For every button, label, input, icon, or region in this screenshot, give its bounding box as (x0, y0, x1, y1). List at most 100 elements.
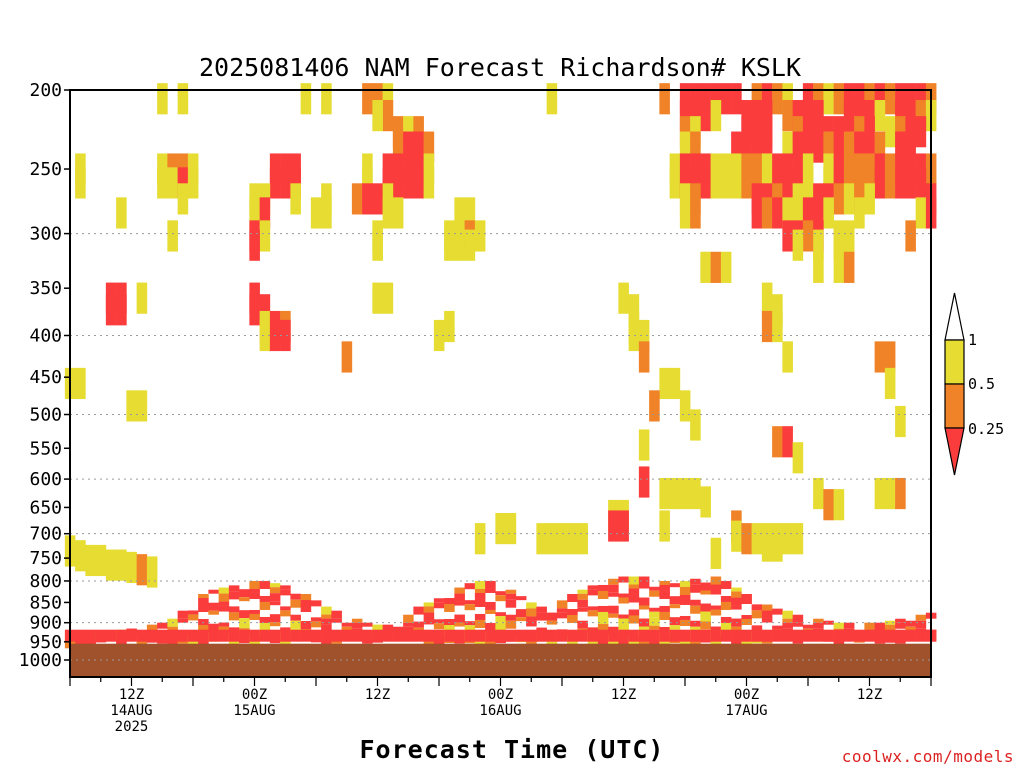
ri-cell (75, 167, 86, 199)
ri-cell (454, 229, 465, 261)
bl-cell (433, 602, 445, 609)
bl-cell (546, 629, 558, 642)
bl-cell (679, 598, 691, 605)
bl-cell (731, 626, 742, 631)
bl-cell (546, 612, 558, 621)
bl-cell (618, 629, 629, 642)
bl-cell (198, 598, 209, 605)
ri-cell (895, 477, 906, 510)
bl-cell (444, 629, 455, 642)
ri-cell (884, 477, 896, 510)
bl-cell (690, 605, 701, 614)
bl-cell (310, 600, 322, 607)
ri-cell (690, 167, 701, 199)
bl-cell (731, 605, 742, 610)
ri-cell (751, 83, 763, 115)
ri-cell (915, 100, 927, 132)
ri-cell (792, 229, 804, 261)
bl-cell (556, 600, 568, 609)
bl-cell (269, 601, 281, 606)
ri-cell (802, 167, 814, 199)
ri-cell (782, 167, 793, 199)
ri-cell (95, 544, 107, 577)
bl-cell (259, 580, 271, 589)
ri-cell (792, 100, 804, 132)
bl-cell (341, 629, 353, 642)
bl-cell (208, 623, 219, 632)
bl-cell (710, 626, 722, 631)
y-tick-label: 850 (29, 592, 62, 613)
ri-cell (679, 131, 691, 163)
ri-cell (761, 167, 773, 199)
bl-cell (751, 610, 763, 619)
bl-cell (659, 584, 670, 591)
ri-cell (105, 294, 117, 326)
ri-cell (444, 229, 455, 261)
bl-cell (228, 585, 240, 592)
bl-cell (239, 618, 250, 623)
bl-cell (618, 576, 629, 583)
ri-cell (710, 100, 722, 132)
bl-cell (772, 608, 783, 615)
ri-cell (884, 83, 896, 115)
bl-cell (249, 588, 260, 593)
bl-cell (577, 589, 588, 594)
ri-cell (864, 167, 875, 199)
ri-cell (772, 310, 783, 343)
ri-cell (915, 83, 927, 115)
bl-cell (874, 629, 886, 642)
bl-cell (597, 623, 609, 630)
bl-cell (710, 609, 722, 616)
bl-cell (423, 602, 435, 607)
ri-cell (792, 167, 804, 199)
bl-cell (679, 580, 691, 587)
bl-cell (239, 610, 250, 619)
bl-cell (218, 601, 230, 606)
bl-cell (792, 614, 804, 623)
bl-cell (587, 629, 599, 642)
bl-cell (495, 595, 506, 602)
ri-cell (167, 167, 178, 199)
bl-cell (782, 618, 793, 623)
bl-cell (372, 629, 383, 642)
ri-cell (116, 549, 127, 581)
ri-cell (874, 167, 886, 199)
y-tick-label: 900 (29, 613, 62, 634)
bl-cell (536, 629, 547, 642)
ri-cell (136, 554, 148, 586)
ri-cell (731, 131, 742, 163)
bl-cell (679, 629, 691, 642)
bl-cell (823, 629, 834, 642)
bl-cell (659, 611, 670, 620)
ri-cell (362, 183, 373, 215)
bl-cell (700, 603, 711, 612)
ri-cell (280, 319, 291, 352)
bl-cell (618, 614, 629, 619)
bl-cell (597, 590, 609, 599)
bl-cell (802, 629, 814, 642)
bl-cell (731, 639, 742, 648)
y-tick-label: 500 (29, 405, 62, 426)
bl-cell (485, 580, 496, 589)
ri-cell (782, 341, 793, 373)
bl-cell (515, 596, 527, 601)
ri-cell (864, 183, 875, 215)
bl-cell (854, 629, 865, 642)
ri-cell (895, 131, 906, 163)
bl-cell (813, 618, 824, 623)
bl-cell (597, 629, 609, 642)
ri-cell (290, 167, 301, 199)
bl-cell (372, 624, 383, 631)
bl-cell (526, 602, 537, 609)
ri-cell (843, 251, 855, 283)
ri-cell (116, 197, 127, 229)
ri-cell (761, 282, 773, 314)
bl-cell (105, 629, 117, 642)
x-axis-title: Forecast Time (UTC) (360, 735, 665, 764)
ri-cell (382, 83, 394, 115)
ri-cell (372, 100, 383, 132)
ri-cell (864, 131, 875, 163)
ri-cell (895, 405, 906, 438)
bl-cell (495, 612, 506, 617)
bl-cell (157, 622, 168, 629)
